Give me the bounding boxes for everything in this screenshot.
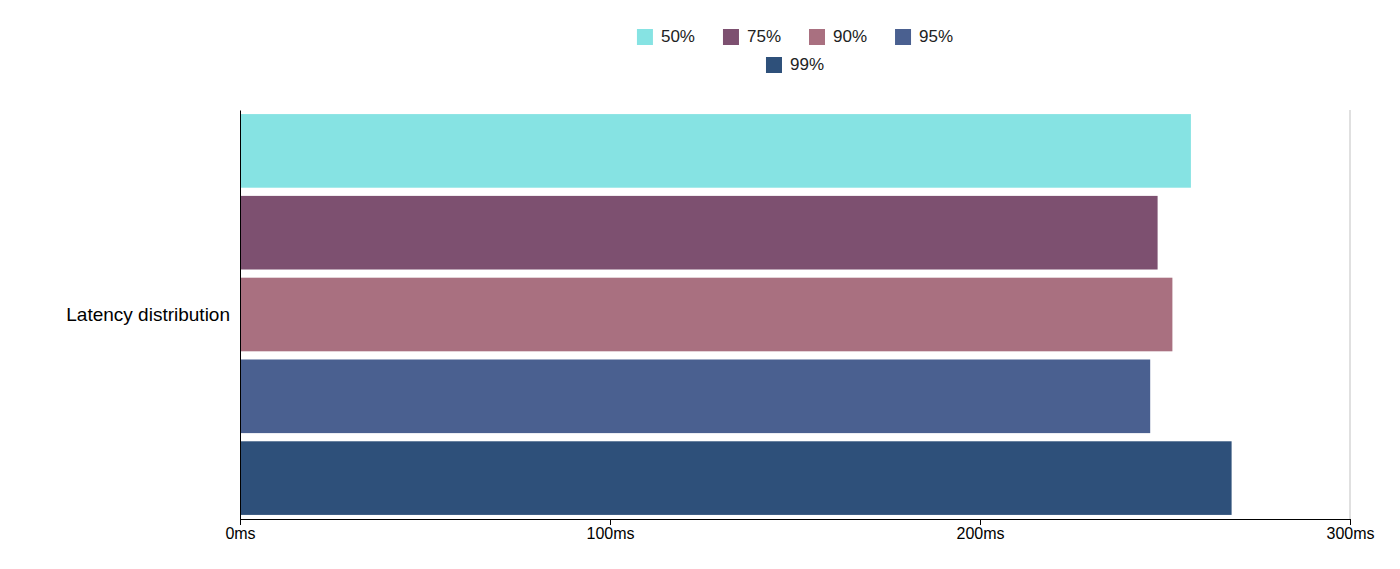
legend-label: 90% [833,27,867,46]
legend-swatch [809,29,825,45]
category-axis: Latency distribution [66,111,240,520]
legend-swatch [895,29,911,45]
tick-mark [610,519,611,525]
bar [240,441,1232,515]
tick-mark [1350,519,1351,525]
tick: Latency distribution [66,304,240,325]
tick: 200ms [956,519,1004,542]
tick: 300ms [1326,519,1374,542]
bar [240,359,1150,433]
legend-label: 99% [790,55,824,74]
bar [240,278,1172,352]
legend: 50% 75% 90% 95% 99% [637,27,953,74]
legend-item: 99% [766,55,824,74]
bars [240,114,1232,515]
legend-item: 90% [809,27,867,46]
bar [240,114,1191,188]
value-axis: 0ms 100ms 200ms 300ms [225,519,1374,542]
legend-label: 75% [747,27,781,46]
tick-label: 200ms [956,525,1004,542]
tick-label: Latency distribution [66,304,230,325]
tick-mark [980,519,981,525]
chart: 0ms 100ms 200ms 300ms Latency distribution 50… [0,0,1400,569]
legend-item: 95% [895,27,953,46]
axis-line [240,111,241,520]
tick-label: 0ms [225,525,255,542]
legend-item: 75% [723,27,781,46]
legend-label: 50% [661,27,695,46]
plot: 0ms 100ms 200ms 300ms Latency distribution [66,110,1374,542]
tick-label: 300ms [1326,525,1374,542]
legend-label: 95% [919,27,953,46]
legend-swatch [637,29,653,45]
tick-mark [240,519,241,525]
tick-label: 100ms [586,525,634,542]
legend-item: 50% [637,27,695,46]
bar [240,196,1158,270]
axis-line [241,520,1351,526]
tick: 100ms [586,519,634,542]
legend-swatch [723,29,739,45]
legend-swatch [766,57,782,73]
tick: 0ms [225,519,255,542]
reference-line [1349,110,1350,519]
